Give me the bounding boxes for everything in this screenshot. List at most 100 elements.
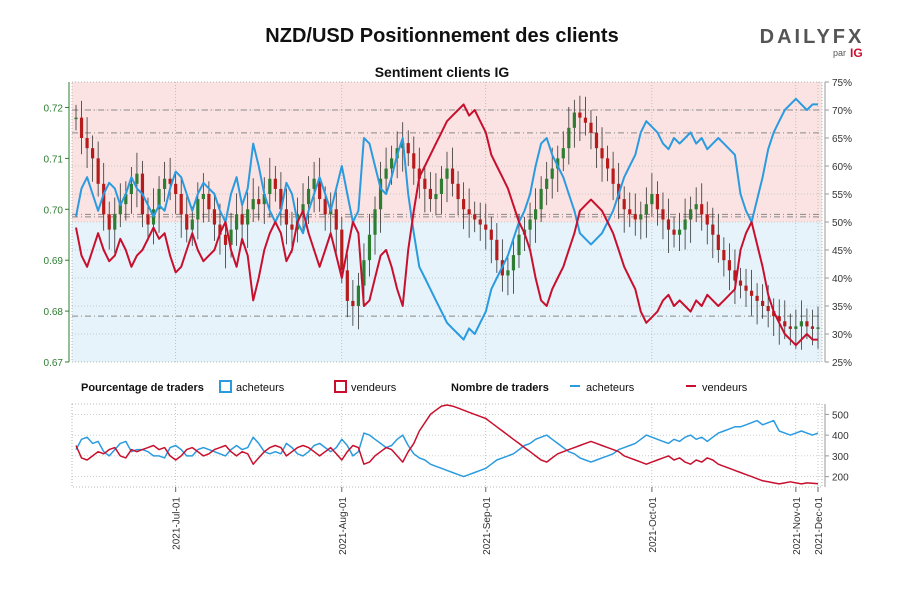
sellers-pct-line [75, 103, 818, 347]
candle-body [135, 173, 139, 184]
candle-body [810, 326, 815, 329]
candle-body [633, 214, 637, 220]
subchart-title: Sentiment clients IG [375, 64, 510, 80]
candle-body [661, 209, 665, 220]
candle-body [79, 117, 84, 138]
candle-body [406, 143, 410, 154]
candle-body [473, 214, 477, 220]
candle-body [539, 188, 543, 210]
candle-body [373, 209, 377, 235]
candle-body [334, 209, 338, 230]
candle-body [600, 148, 604, 159]
candle-body [356, 285, 361, 306]
candle-body [196, 199, 200, 220]
candle-body [727, 260, 732, 271]
candle-body [545, 178, 549, 189]
candle-body [583, 117, 588, 123]
candle-body [118, 204, 122, 215]
candle-body [794, 326, 798, 329]
candle-body [749, 290, 754, 296]
buyers-count-line [75, 419, 819, 478]
x-tick-label: 2021-Oct-01 [648, 497, 659, 553]
candle-body [301, 204, 305, 215]
legend-pct-sell-label: vendeurs [351, 382, 397, 394]
candle-body [722, 250, 726, 261]
candle-body [644, 204, 648, 215]
legend-pct-buy-swatch [219, 380, 232, 393]
candle-body [506, 270, 510, 276]
candle-body [240, 214, 244, 225]
pct-tick-label: 35% [832, 302, 852, 313]
candle-body [622, 199, 626, 210]
candle-body [273, 178, 277, 189]
candle-body [666, 219, 671, 230]
candle-body [234, 214, 239, 230]
candle-body [805, 321, 809, 327]
candle-body [511, 255, 516, 271]
candle-body [528, 219, 532, 230]
candle-body [689, 209, 693, 220]
candle-body [567, 127, 571, 149]
pct-tick-label: 30% [832, 330, 852, 341]
candle-body [428, 188, 432, 200]
candle-body [439, 178, 444, 194]
pct-tick-label: 70% [832, 106, 852, 117]
price-tick-label: 0.68 [44, 307, 64, 318]
candle-body [700, 204, 704, 215]
candle-body [223, 234, 228, 245]
candle-body [672, 229, 676, 235]
candle-body [318, 178, 322, 200]
candle-body [434, 194, 438, 200]
candle-body [783, 321, 787, 327]
candle-body [467, 209, 471, 215]
x-tick-label: 2021-Nov-01 [792, 497, 803, 555]
candle-body [423, 178, 427, 189]
candle-body [816, 327, 820, 329]
candle-body [306, 188, 311, 205]
pct-tick-label: 65% [832, 134, 852, 145]
candle-body [74, 117, 78, 120]
legend-pct-title: Pourcentage de traders [81, 382, 204, 394]
x-tick-label: 2021-Aug-01 [338, 497, 349, 555]
candle-body [445, 168, 449, 179]
candle-body [340, 229, 344, 271]
pct-tick-label: 75% [832, 78, 852, 89]
candle-body [605, 158, 610, 169]
candle-body [517, 234, 521, 256]
candle-body [777, 316, 781, 322]
candle-body [683, 219, 687, 230]
price-tick-label: 0.72 [44, 103, 64, 114]
legend-cnt-title: Nombre de traders [451, 382, 549, 394]
candle-body [157, 188, 161, 210]
candle-body [738, 280, 743, 286]
candle-body [484, 224, 488, 230]
legend: Pourcentage de traders acheteurs vendeur… [81, 380, 748, 394]
candle-body [650, 194, 654, 205]
candle-body [489, 229, 493, 240]
pct-tick-label: 25% [832, 358, 852, 369]
candle-body [212, 209, 217, 225]
candle-body [190, 219, 194, 230]
candle-body [594, 132, 599, 149]
candle-body [85, 138, 89, 149]
price-tick-label: 0.69 [44, 256, 64, 267]
candle-body [655, 194, 660, 210]
price-tick-label: 0.71 [44, 154, 64, 165]
candle-body [284, 209, 289, 225]
pct-tick-label: 45% [832, 246, 852, 257]
candle-body [179, 194, 183, 215]
x-tick-label: 2021-Dec-01 [814, 497, 825, 555]
count-tick-label: 300 [832, 452, 849, 463]
candle-body [102, 183, 106, 215]
candle-body [378, 178, 383, 210]
pct-tick-label: 40% [832, 274, 852, 285]
candle-body [766, 306, 770, 312]
price-tick-label: 0.67 [44, 358, 64, 369]
candle-body [572, 112, 576, 128]
dailyfx-logo: DAILYFX par IG [760, 26, 863, 60]
count-tick-label: 400 [832, 431, 849, 442]
candle-body [556, 158, 560, 169]
candle-body [262, 194, 266, 205]
candle-body [168, 178, 172, 184]
